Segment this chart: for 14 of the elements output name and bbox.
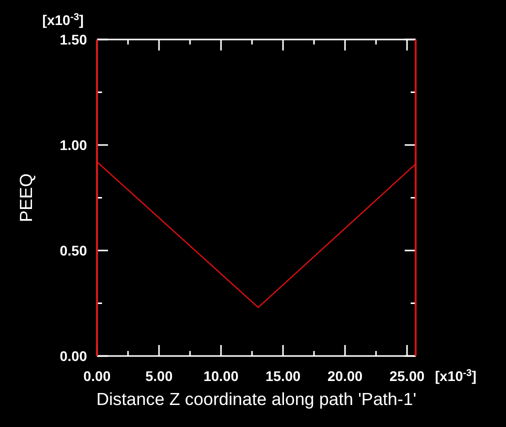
x-tick-label: 25.00 xyxy=(389,368,425,384)
text: [x10$^{-3}$] xyxy=(42,12,84,28)
x-tick-label: 10.00 xyxy=(203,368,239,384)
y-tick-label: 0.00 xyxy=(60,348,88,364)
text: [x10$^{-3}$] xyxy=(435,368,476,384)
x-tick-label: 15.00 xyxy=(265,368,301,384)
y-tick-label: 1.00 xyxy=(60,137,88,153)
y-tick-label: 1.50 xyxy=(60,32,88,48)
y-axis-title: PEEQ xyxy=(16,173,36,222)
x-axis-title: Distance Z coordinate along path 'Path-1' xyxy=(96,389,416,409)
y-tick-label: 0.50 xyxy=(60,242,88,258)
x-tick-label: 0.00 xyxy=(83,368,111,384)
x-tick-label: 5.00 xyxy=(145,368,173,384)
x-tick-label: 20.00 xyxy=(327,368,363,384)
